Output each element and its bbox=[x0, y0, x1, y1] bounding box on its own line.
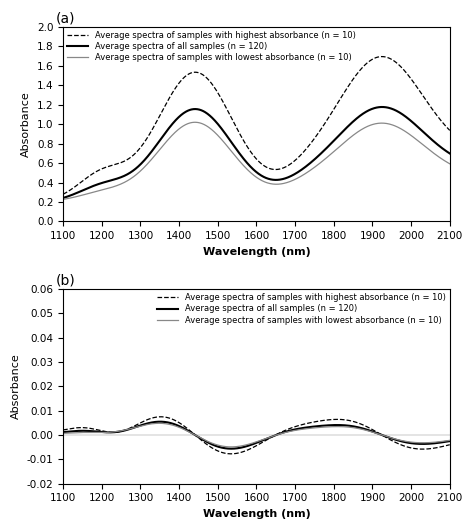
Average spectra of samples with lowest absorbance (n = 10) bbox=[370, 429, 375, 435]
Average spectra of all samples (n = 120) bbox=[447, 438, 453, 444]
Average spectra of samples with highest absorbance (n = 10) bbox=[362, 62, 367, 68]
Average spectra of all samples (n = 120) bbox=[100, 180, 105, 186]
Average spectra of all samples (n = 120) bbox=[217, 444, 223, 450]
Average spectra of samples with lowest absorbance (n = 10) bbox=[60, 430, 66, 437]
Average spectra of samples with highest absorbance (n = 10) bbox=[447, 127, 453, 134]
Average spectra of samples with lowest absorbance (n = 10) bbox=[447, 437, 453, 444]
Average spectra of all samples (n = 120) bbox=[379, 104, 385, 110]
Average spectra of samples with lowest absorbance (n = 10) bbox=[217, 443, 223, 449]
Average spectra of samples with highest absorbance (n = 10) bbox=[327, 417, 332, 423]
Average spectra of all samples (n = 120) bbox=[230, 142, 236, 148]
Text: (b): (b) bbox=[55, 273, 75, 287]
Average spectra of samples with lowest absorbance (n = 10) bbox=[228, 444, 234, 450]
Y-axis label: Absorbance: Absorbance bbox=[21, 91, 31, 157]
Average spectra of samples with highest absorbance (n = 10) bbox=[230, 119, 236, 125]
Average spectra of samples with lowest absorbance (n = 10) bbox=[363, 427, 368, 434]
Average spectra of samples with lowest absorbance (n = 10) bbox=[326, 153, 332, 159]
Average spectra of samples with highest absorbance (n = 10) bbox=[369, 57, 374, 63]
Average spectra of all samples (n = 120) bbox=[326, 143, 331, 149]
Average spectra of samples with lowest absorbance (n = 10) bbox=[192, 119, 198, 126]
Average spectra of samples with highest absorbance (n = 10) bbox=[363, 423, 368, 429]
Average spectra of all samples (n = 120) bbox=[370, 428, 375, 435]
Average spectra of samples with highest absorbance (n = 10) bbox=[100, 428, 105, 434]
Average spectra of samples with highest absorbance (n = 10) bbox=[158, 413, 164, 420]
Average spectra of all samples (n = 120) bbox=[60, 195, 66, 201]
Line: Average spectra of samples with highest absorbance (n = 10): Average spectra of samples with highest … bbox=[63, 57, 450, 194]
Line: Average spectra of all samples (n = 120): Average spectra of all samples (n = 120) bbox=[63, 422, 450, 449]
Average spectra of samples with highest absorbance (n = 10) bbox=[217, 448, 223, 455]
Average spectra of all samples (n = 120) bbox=[231, 445, 237, 452]
X-axis label: Wavelength (nm): Wavelength (nm) bbox=[202, 509, 310, 519]
Average spectra of samples with highest absorbance (n = 10) bbox=[100, 165, 105, 172]
Average spectra of samples with highest absorbance (n = 10) bbox=[379, 54, 385, 60]
Average spectra of samples with lowest absorbance (n = 10) bbox=[369, 121, 375, 128]
Average spectra of all samples (n = 120) bbox=[363, 426, 368, 432]
Average spectra of samples with highest absorbance (n = 10) bbox=[228, 450, 234, 457]
Average spectra of samples with lowest absorbance (n = 10) bbox=[156, 420, 162, 427]
Average spectra of samples with lowest absorbance (n = 10) bbox=[327, 423, 332, 430]
Average spectra of all samples (n = 120) bbox=[217, 123, 222, 129]
Average spectra of samples with highest absorbance (n = 10) bbox=[447, 441, 453, 448]
Text: (a): (a) bbox=[55, 11, 75, 25]
Average spectra of all samples (n = 120) bbox=[369, 106, 374, 112]
Line: Average spectra of samples with lowest absorbance (n = 10): Average spectra of samples with lowest a… bbox=[63, 122, 450, 199]
Average spectra of all samples (n = 120) bbox=[447, 151, 453, 157]
Average spectra of samples with lowest absorbance (n = 10) bbox=[362, 125, 368, 131]
Average spectra of samples with lowest absorbance (n = 10) bbox=[217, 135, 223, 141]
Average spectra of samples with lowest absorbance (n = 10) bbox=[60, 196, 66, 202]
X-axis label: Wavelength (nm): Wavelength (nm) bbox=[202, 246, 310, 257]
Average spectra of all samples (n = 120) bbox=[327, 422, 332, 428]
Line: Average spectra of samples with highest absorbance (n = 10): Average spectra of samples with highest … bbox=[63, 417, 450, 454]
Average spectra of all samples (n = 120) bbox=[100, 429, 105, 435]
Average spectra of all samples (n = 120) bbox=[362, 110, 367, 116]
Average spectra of samples with highest absorbance (n = 10) bbox=[370, 427, 375, 433]
Average spectra of all samples (n = 120) bbox=[60, 429, 66, 435]
Average spectra of samples with highest absorbance (n = 10) bbox=[231, 450, 237, 457]
Average spectra of samples with highest absorbance (n = 10) bbox=[326, 114, 331, 121]
Average spectra of samples with lowest absorbance (n = 10) bbox=[231, 151, 237, 157]
Average spectra of samples with lowest absorbance (n = 10) bbox=[100, 429, 105, 436]
Legend: Average spectra of samples with highest absorbance (n = 10), Average spectra of : Average spectra of samples with highest … bbox=[65, 30, 357, 64]
Average spectra of all samples (n = 120) bbox=[157, 419, 163, 425]
Average spectra of samples with lowest absorbance (n = 10) bbox=[100, 187, 105, 193]
Legend: Average spectra of samples with highest absorbance (n = 10), Average spectra of : Average spectra of samples with highest … bbox=[155, 292, 447, 326]
Average spectra of all samples (n = 120) bbox=[228, 446, 234, 452]
Average spectra of samples with lowest absorbance (n = 10) bbox=[231, 444, 237, 450]
Average spectra of samples with lowest absorbance (n = 10) bbox=[447, 161, 453, 167]
Average spectra of samples with highest absorbance (n = 10) bbox=[60, 191, 66, 197]
Average spectra of samples with highest absorbance (n = 10) bbox=[217, 92, 222, 99]
Line: Average spectra of samples with lowest absorbance (n = 10): Average spectra of samples with lowest a… bbox=[63, 423, 450, 447]
Line: Average spectra of all samples (n = 120): Average spectra of all samples (n = 120) bbox=[63, 107, 450, 198]
Average spectra of samples with highest absorbance (n = 10) bbox=[60, 427, 66, 433]
Y-axis label: Absorbance: Absorbance bbox=[11, 354, 21, 419]
